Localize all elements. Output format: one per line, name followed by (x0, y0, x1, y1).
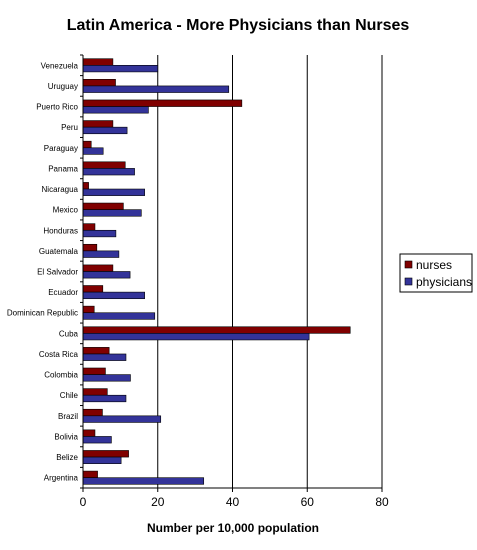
bar-physicians-brazil (82, 415, 162, 423)
bar-physicians-honduras (82, 229, 117, 238)
legend-label-nurses: nurses (416, 258, 452, 272)
bar-nurses-cuba (82, 326, 351, 334)
bar-physicians-panama (82, 168, 135, 176)
bar-physicians-costa-rica (82, 353, 127, 361)
bar-physicians-mexico (82, 209, 142, 217)
category-label-cuba: Cuba (59, 329, 79, 338)
bar-nurses-el-salvador (82, 264, 114, 272)
category-label-belize: Belize (56, 453, 78, 462)
bar-physicians-belize (82, 456, 122, 464)
bar-physicians-ecuador (82, 291, 145, 300)
legend-box (399, 253, 473, 293)
bar-physicians-el-salvador (82, 271, 131, 279)
category-label-bolivia: Bolivia (54, 432, 78, 441)
bar-nurses-venezuela (82, 58, 114, 66)
category-label-nicaragua: Nicaragua (42, 185, 79, 194)
x-tick-label-40: 40 (226, 495, 240, 509)
bar-physicians-venezuela (82, 65, 159, 73)
bar-nurses-mexico (82, 202, 124, 210)
x-tick-label-80: 80 (375, 495, 389, 509)
x-tick-label-0: 0 (80, 495, 87, 509)
bar-nurses-nicaragua (82, 182, 89, 190)
bar-physicians-nicaragua (82, 188, 145, 196)
category-label-peru: Peru (61, 123, 78, 132)
bar-physicians-colombia (82, 374, 131, 382)
bar-nurses-uruguay (82, 79, 116, 87)
category-label-colombia: Colombia (44, 371, 78, 380)
bar-physicians-paraguay (82, 147, 104, 155)
bar-physicians-dominican-republic (82, 312, 156, 320)
axes-layer (80, 54, 383, 492)
grid-layer (157, 55, 383, 488)
x-axis-title: Number per 10,000 population (147, 521, 319, 535)
bar-nurses-bolivia (82, 429, 96, 437)
bars-layer (82, 58, 351, 485)
bar-nurses-colombia (82, 367, 106, 375)
category-label-dominican-republic: Dominican Republic (7, 309, 78, 318)
category-label-puerto-rico: Puerto Rico (36, 103, 78, 112)
bar-physicians-guatemala (82, 250, 120, 258)
legend: nurses physicians (399, 253, 473, 293)
category-label-guatemala: Guatemala (39, 247, 79, 256)
bar-nurses-brazil (82, 408, 103, 417)
bar-nurses-panama (82, 161, 126, 169)
bar-nurses-chile (82, 388, 108, 396)
category-label-honduras: Honduras (43, 226, 78, 235)
bar-physicians-puerto-rico (82, 106, 149, 114)
bar-nurses-puerto-rico (82, 99, 243, 107)
bar-physicians-chile (82, 394, 127, 403)
category-label-el-salvador: El Salvador (37, 268, 78, 277)
category-label-argentina: Argentina (44, 474, 79, 483)
category-label-brazil: Brazil (58, 412, 78, 421)
bar-nurses-guatemala (82, 243, 98, 252)
category-label-chile: Chile (60, 391, 79, 400)
category-label-uruguay: Uruguay (48, 82, 78, 91)
category-label-paraguay: Paraguay (44, 144, 78, 153)
category-label-venezuela: Venezuela (41, 61, 79, 70)
bar-nurses-peru (82, 120, 114, 128)
legend-swatch-nurses (404, 260, 413, 269)
bar-nurses-dominican-republic (82, 305, 95, 314)
x-tick-label-20: 20 (151, 495, 165, 509)
category-label-panama: Panama (48, 164, 78, 173)
bar-physicians-argentina (82, 477, 205, 485)
bar-nurses-honduras (82, 223, 96, 231)
bar-nurses-belize (82, 450, 129, 458)
bar-nurses-paraguay (82, 140, 92, 149)
legend-label-physicians: physicians (416, 275, 472, 289)
category-label-costa-rica: Costa Rica (39, 350, 79, 359)
bar-physicians-bolivia (82, 436, 112, 444)
category-label-ecuador: Ecuador (48, 288, 78, 297)
labels-layer: Venezuela Uruguay Puerto Rico Peru Paraguay P… (7, 61, 389, 509)
bar-physicians-uruguay (82, 85, 230, 93)
bar-nurses-costa-rica (82, 347, 110, 355)
category-label-mexico: Mexico (53, 206, 79, 215)
legend-swatch-physicians (404, 277, 413, 286)
bar-nurses-ecuador (82, 285, 104, 293)
bar-physicians-cuba (82, 333, 310, 341)
x-tick-label-60: 60 (301, 495, 315, 509)
chart-title: Latin America - More Physicians than Nur… (67, 17, 410, 34)
bar-nurses-argentina (82, 470, 98, 478)
bar-physicians-peru (82, 126, 128, 135)
